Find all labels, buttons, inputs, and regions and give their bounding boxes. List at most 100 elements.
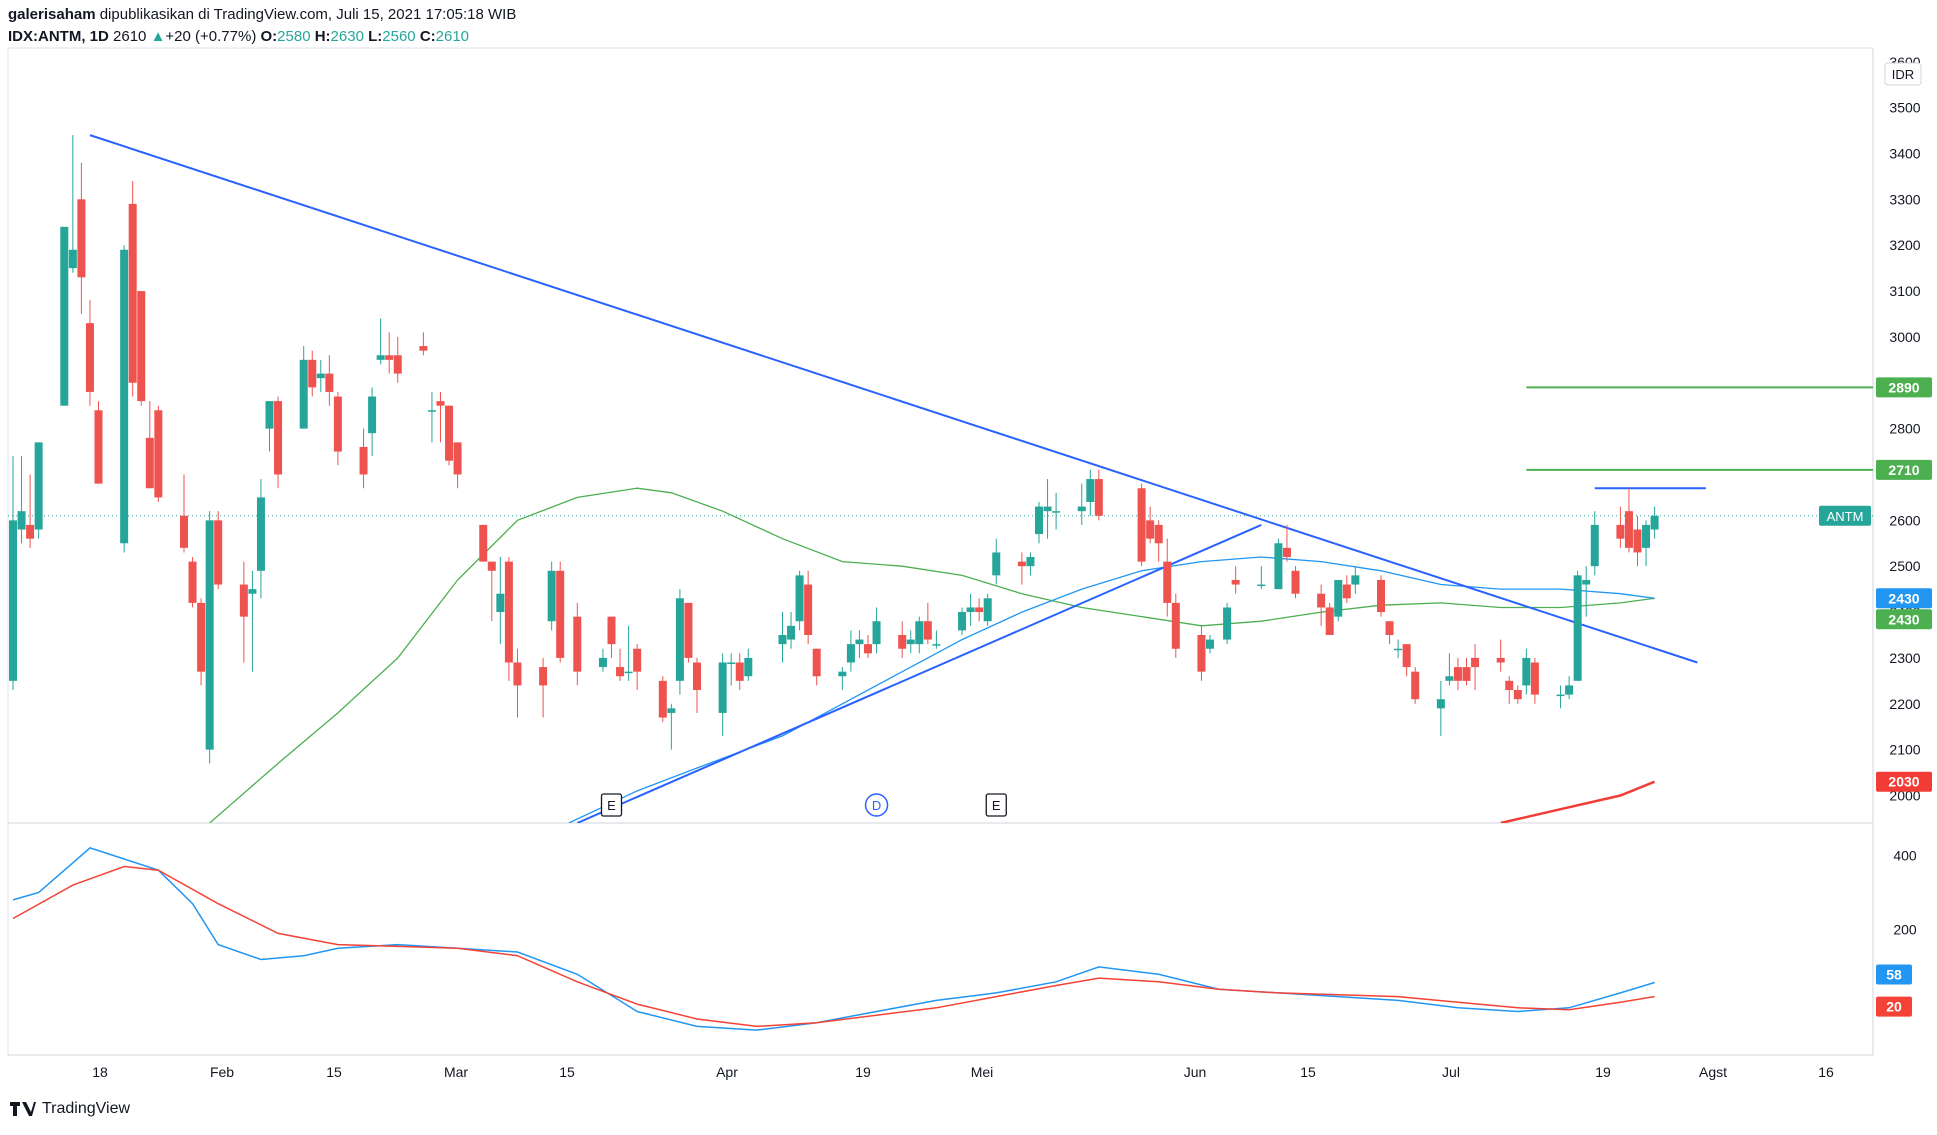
candle-body [145, 437, 154, 489]
close-key: C: [419, 28, 436, 45]
candle-body [1513, 690, 1522, 700]
candle-body [1445, 676, 1454, 681]
candle-body [513, 662, 522, 686]
time-tick-label: 15 [326, 1064, 342, 1080]
candle-body [1171, 602, 1180, 649]
candle-body [376, 355, 385, 360]
candle-body [1325, 607, 1334, 635]
ohlc-legend: IDX:ANTM, 1D 2610 ▲+20 (+0.77%) O:2580 H… [8, 28, 469, 45]
time-tick-label: 18 [92, 1064, 108, 1080]
candle-body [1385, 621, 1394, 635]
candle-body [1351, 575, 1360, 585]
time-tick-label: Mei [971, 1064, 994, 1080]
candle-body [658, 680, 667, 718]
price-axis-badge-label: 2890 [1888, 379, 1919, 395]
osc-value-badge-label: 58 [1886, 967, 1902, 983]
oscillator-pane [12, 847, 1655, 1031]
candle-body [616, 667, 625, 677]
tradingview-brand[interactable]: TradingView [10, 1100, 130, 1118]
brand-label: TradingView [42, 1100, 131, 1117]
candle-body [1573, 575, 1582, 681]
time-tick-label: Jun [1184, 1064, 1207, 1080]
candle-body [1026, 557, 1035, 567]
currency-box [1884, 62, 1922, 86]
candle-body [1086, 479, 1095, 502]
currency-label: IDR [1892, 67, 1914, 82]
open-key: O: [260, 28, 278, 45]
time-tick-label: 15 [559, 1064, 575, 1080]
candle-body [487, 561, 496, 571]
candle-body [624, 671, 633, 674]
candle-body [1342, 584, 1351, 599]
candle-body [1282, 547, 1291, 558]
candle-body [855, 639, 864, 645]
price-tick-label: 2800 [1889, 421, 1920, 437]
candle-body [359, 446, 368, 475]
candle-body [1017, 561, 1026, 567]
up-triangle-icon: ▲ [150, 28, 166, 45]
candle-body [983, 598, 992, 622]
candle-body [547, 570, 556, 622]
time-tick-label: Apr [716, 1064, 738, 1080]
candle-body [85, 323, 94, 392]
dividend-marker [864, 793, 889, 817]
price-axis-badge-label: 2030 [1888, 774, 1919, 790]
candle-body [932, 644, 941, 646]
candle-body [727, 662, 736, 664]
candle-body [325, 373, 334, 392]
candle-body [265, 401, 274, 429]
candle-body [427, 410, 436, 412]
candle-body [804, 584, 813, 635]
candle-body [393, 355, 402, 374]
candle-body [633, 648, 642, 672]
event-marker-label: E [992, 798, 1001, 813]
candle-body [1043, 506, 1052, 512]
candle-body [958, 612, 967, 631]
candle-body [1394, 648, 1403, 651]
candle-body [385, 355, 394, 360]
price-tick-label: 3100 [1889, 283, 1920, 299]
candle-body [1274, 543, 1283, 590]
price-tick-label: 2500 [1889, 558, 1920, 574]
candle-body [180, 515, 188, 548]
published-text: dipublikasikan di TradingView.com, Juli … [99, 6, 517, 23]
candle-body [795, 575, 804, 622]
time-tick-label: Mar [444, 1064, 468, 1080]
tradingview-logo-icon [10, 1102, 36, 1116]
price-axis-badge-label: 2430 [1888, 590, 1919, 606]
candle-body [496, 593, 505, 613]
candle-body [274, 401, 283, 475]
price-axis-badge [1876, 771, 1932, 792]
candle-body [1496, 657, 1505, 663]
candle-body [1411, 671, 1420, 700]
candle-body [1642, 524, 1651, 548]
price-tick-label: 2200 [1889, 696, 1920, 712]
candle-body [684, 602, 693, 658]
candle-body [693, 662, 701, 691]
candle-body [975, 607, 984, 613]
candle-body [188, 561, 197, 603]
price-tick-label: 2100 [1889, 742, 1920, 758]
price-axis-badge [1876, 588, 1932, 609]
candle-body [154, 410, 163, 498]
price-tick-label: 3200 [1889, 237, 1920, 253]
candle-body [299, 359, 308, 429]
candle-body [1633, 529, 1642, 553]
candle-body [573, 616, 582, 672]
price-tick-label: 2300 [1889, 650, 1920, 666]
candle-body [1616, 524, 1625, 539]
plot-frame [7, 47, 1874, 1056]
time-tick-label: 19 [855, 1064, 871, 1080]
candle-body [778, 634, 787, 645]
event-marker-label: D [872, 798, 881, 813]
price-change: +20 (+0.77%) [165, 28, 257, 45]
moving-average-line [568, 556, 1655, 823]
oscillator-line [12, 865, 1655, 1028]
candle-body [1317, 593, 1326, 608]
candle-body [1035, 506, 1043, 535]
candle-body [966, 607, 975, 613]
candle-body [504, 561, 513, 663]
high-value: 2630 [330, 28, 364, 45]
